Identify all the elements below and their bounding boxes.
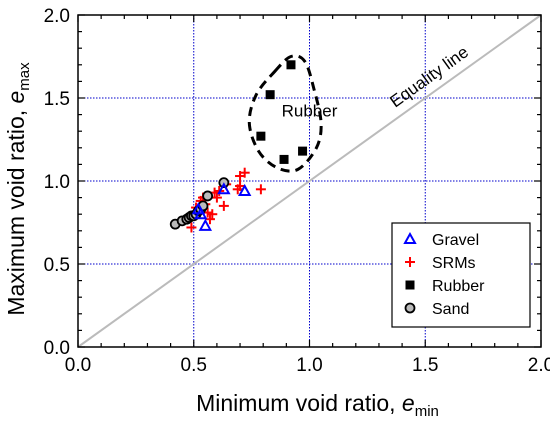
data-point-srms: [186, 222, 197, 233]
x-tick-label: 0.5: [181, 355, 207, 376]
y-tick-label: 1.5: [44, 89, 70, 110]
legend-marker-gravel: [403, 231, 417, 244]
y-tick-label: 0.5: [44, 255, 70, 276]
x-tick-label: 2.0: [528, 355, 550, 376]
data-point-srms: [235, 180, 246, 191]
data-point-rubber: [298, 146, 308, 156]
y-tick-label: 0.0: [44, 338, 70, 359]
y-tick-label: 2.0: [44, 6, 70, 27]
data-point-rubber: [279, 154, 289, 164]
data-point-rubber: [286, 60, 296, 70]
data-point-srms: [211, 192, 222, 203]
legend-label-srms: SRMs: [432, 255, 476, 272]
data-point-rubber: [265, 90, 275, 100]
data-point-srms: [255, 184, 266, 195]
data-point-gravel: [198, 218, 213, 231]
legend-item-rubber: Rubber: [405, 278, 485, 295]
data-point-gravel: [193, 207, 208, 220]
x-axis-title: Minimum void ratio, emin: [196, 390, 439, 420]
x-tick-label: 1.5: [412, 355, 438, 376]
x-tick-label: 1.0: [296, 355, 322, 376]
legend: Gravel SRMs Rubber Sand: [391, 222, 531, 328]
legend-label-gravel: Gravel: [432, 232, 479, 249]
legend-label-sand: Sand: [432, 301, 469, 318]
equality-line-label: Equality line: [386, 42, 472, 111]
series-srms: [186, 167, 266, 233]
series-rubber: [256, 60, 308, 164]
data-point-rubber: [256, 131, 266, 141]
equality-line: [77, 14, 542, 348]
rubber-group-outline: [247, 54, 323, 173]
data-point-srms: [207, 209, 218, 220]
x-tick-label: 0.0: [65, 355, 91, 376]
y-tick-label: 1.0: [44, 172, 70, 193]
data-point-gravel: [237, 183, 252, 196]
data-point-srms: [239, 167, 250, 178]
legend-marker-rubber: [405, 280, 415, 290]
series-sand: [169, 177, 230, 230]
series-gravel: [191, 182, 252, 231]
legend-item-sand: Sand: [404, 301, 469, 318]
legend-marker-sand: [404, 302, 416, 314]
data-point-sand: [202, 190, 214, 202]
legend-item-srms: SRMs: [405, 255, 476, 272]
legend-item-gravel: Gravel: [403, 231, 479, 249]
y-axis-title: Maximum void ratio, emax: [3, 62, 33, 316]
data-point-gravel: [217, 182, 231, 195]
rubber-annotation: Rubber: [282, 101, 338, 120]
axis-ticks: 0.0 0.5 1.0 1.5 2.0 0.0 0.5 1.0 1.5 2.0: [44, 6, 550, 376]
data-points: [169, 60, 308, 233]
legend-marker-srms: [405, 257, 415, 267]
data-point-srms: [218, 200, 229, 211]
legend-label-rubber: Rubber: [432, 278, 485, 295]
